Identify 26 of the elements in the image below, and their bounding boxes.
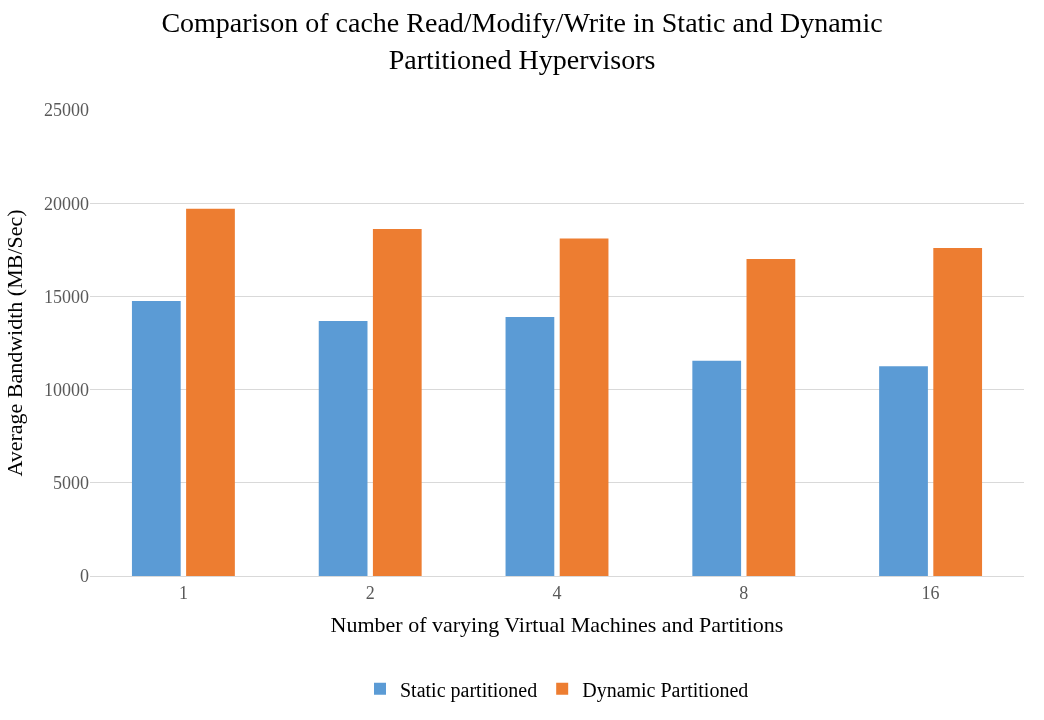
bar	[186, 208, 235, 576]
bar	[318, 321, 368, 576]
y-tick-label: 25000	[44, 100, 89, 121]
bar	[131, 301, 181, 576]
legend-label: Dynamic Partitioned	[582, 678, 749, 702]
y-tick-label: 0	[80, 566, 89, 587]
bar	[692, 360, 742, 576]
y-tick-label: 5000	[53, 473, 89, 494]
x-tick-label: 16	[921, 582, 940, 603]
bar	[559, 238, 609, 576]
x-tick-label: 2	[365, 582, 375, 603]
y-tick-label: 10000	[44, 379, 89, 400]
bar	[879, 366, 928, 576]
y-axis-title: Average Bandwidth (MB/Sec)	[1, 209, 27, 477]
bar	[505, 316, 555, 576]
bar	[933, 247, 983, 576]
chart-title: Comparison of cache Read/Modify/Write in Static and Dynamic Partitioned Hypervisors	[161, 7, 883, 75]
x-tick-label: 4	[552, 582, 562, 603]
y-tick-label: 15000	[44, 286, 89, 307]
x-tick-label: 1	[178, 582, 188, 603]
legend-label: Static partitioned	[400, 678, 538, 702]
x-axis-title: Number of varying Virtual Machines and Partitions	[330, 612, 784, 638]
y-tick-label: 20000	[44, 193, 89, 214]
x-tick-label: 8	[739, 582, 749, 603]
bar	[746, 259, 796, 576]
bar	[372, 228, 422, 576]
